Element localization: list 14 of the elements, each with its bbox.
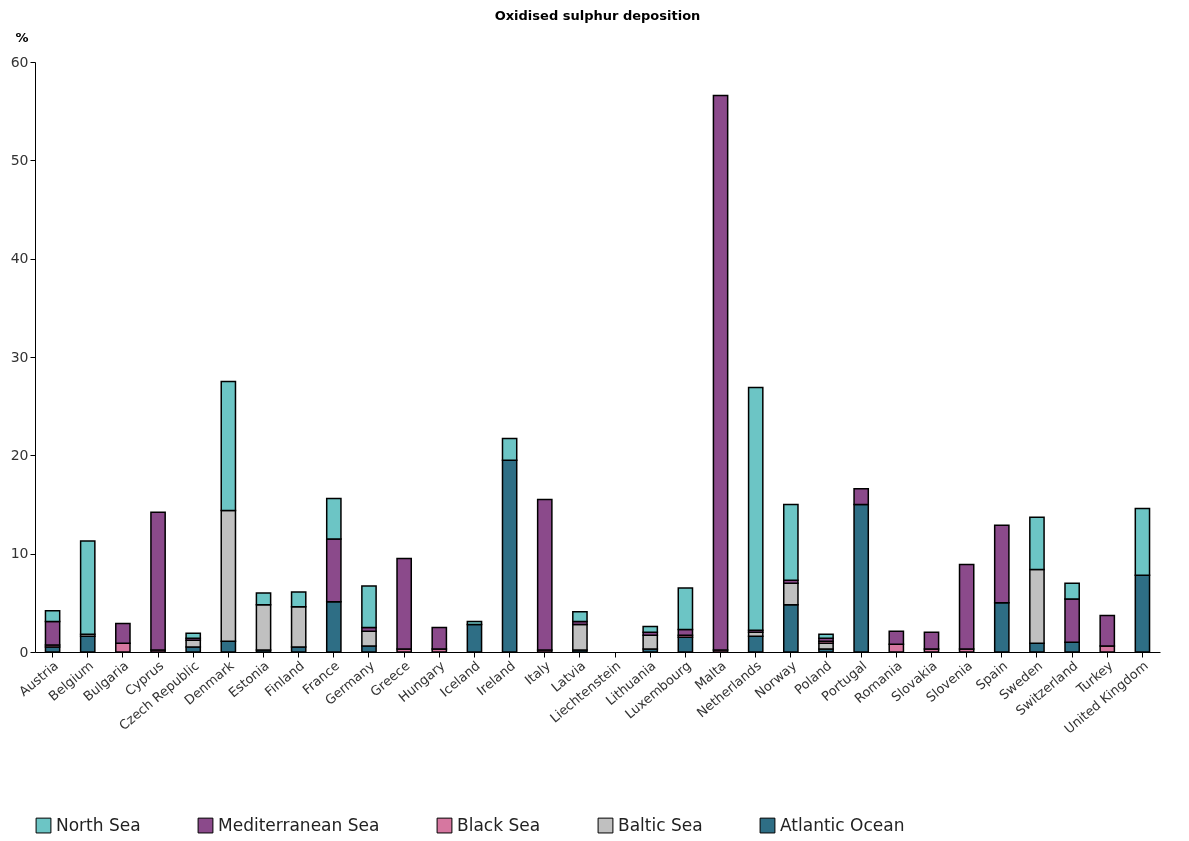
y-tick-label: 40 <box>10 250 29 267</box>
chart-title: Oxidised sulphur deposition <box>494 8 701 23</box>
y-tick-label: 20 <box>10 446 29 463</box>
legend-label: North Sea <box>56 814 141 835</box>
y-tick-label: 60 <box>10 53 29 70</box>
y-tick-label: 10 <box>10 545 29 562</box>
legend-label: Mediterranean Sea <box>218 814 380 835</box>
y-tick-label: 0 <box>19 643 29 660</box>
y-axis-title: % <box>15 29 29 45</box>
legend-label: Atlantic Ocean <box>780 814 905 835</box>
legend-label: Black Sea <box>457 814 541 835</box>
legend-label: Baltic Sea <box>618 814 703 835</box>
y-tick-label: 30 <box>10 348 29 365</box>
y-tick-label: 50 <box>10 151 29 168</box>
